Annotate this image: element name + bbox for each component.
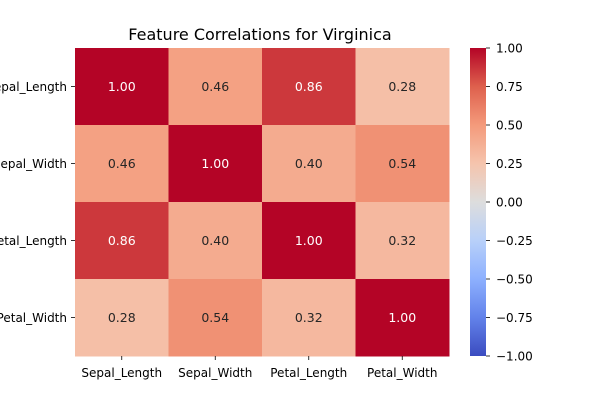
colorbar-tick-label-6: −0.50 [496,273,533,287]
heatmap-cells: 1.00 0.46 0.86 0.28 0.46 1.00 0.40 0.54 0.86 0.40… [75,48,450,357]
heatmap-cell-0-0 [75,48,169,126]
colorbar-tick-label-0: 1.00 [496,42,523,56]
colorbar-tick-label-3: 0.25 [496,157,523,171]
x-tick-label-2: Petal_Length [270,366,347,380]
heatmap-cell-2-3 [355,202,450,280]
heatmap-cell-3-1 [168,279,263,357]
x-tick-label-0: Sepal_Length [81,366,162,380]
y-tick-label-1: Sepal_Width [0,157,67,171]
cell-value-label-2-1: 0.40 [201,233,229,248]
heatmap-cell-1-2 [262,125,356,203]
heatmap-cell-1-0 [75,125,169,203]
cell-value-label-1-1: 1.00 [201,156,229,171]
cell-value-label-0-2: 0.86 [295,79,323,94]
heatmap-cell-3-2 [262,279,356,357]
y-tick-label-2: Petal_Length [0,234,67,248]
cell-value-label-3-0: 0.28 [108,310,136,325]
cell-value-label-0-3: 0.28 [388,79,416,94]
heatmap-cell-0-1 [168,48,263,126]
cell-value-label-1-3: 0.54 [388,156,416,171]
cell-value-label-0-0: 1.00 [108,79,136,94]
cell-value-label-3-1: 0.54 [201,310,229,325]
cell-value-label-3-3: 1.00 [388,310,416,325]
colorbar-gradient [470,48,486,356]
heatmap-cell-3-3 [355,279,450,357]
colorbar-tick-label-2: 0.50 [496,119,523,133]
colorbar-tick-label-4: 0.00 [496,196,523,210]
colorbar-tick-label-8: −1.00 [496,350,533,364]
y-axis-ticks: Sepal_Length Sepal_Width Petal_Length Petal… [0,80,75,325]
colorbar-tick-label-1: 0.75 [496,80,523,94]
chart-title: Feature Correlations for Virginica [128,25,391,44]
colorbar-tick-label-5: −0.25 [496,234,533,248]
cell-value-label-2-3: 0.32 [388,233,416,248]
cell-value-label-3-2: 0.32 [295,310,323,325]
heatmap-cell-3-0 [75,279,169,357]
heatmap-cell-2-1 [168,202,263,280]
cell-value-label-1-2: 0.40 [295,156,323,171]
cell-value-label-2-0: 0.86 [108,233,136,248]
colorbar: 1.00 0.75 0.50 0.25 0.00 −0.25 −0.50 −0.75 −1.00 [470,42,533,364]
cell-value-label-0-1: 0.46 [201,79,229,94]
heatmap-cell-0-3 [355,48,450,126]
y-tick-label-0: Sepal_Length [0,80,67,94]
x-axis-ticks: Sepal_Length Sepal_Width Petal_Length Petal… [81,356,437,380]
heatmap-cell-0-2 [262,48,356,126]
colorbar-ticks: 1.00 0.75 0.50 0.25 0.00 −0.25 −0.50 −0.75 −1.00 [486,42,533,364]
heatmap-cell-2-2 [262,202,356,280]
cell-value-label-1-0: 0.46 [108,156,136,171]
heatmap-cell-1-3 [355,125,450,203]
x-tick-label-1: Sepal_Width [178,366,252,380]
heatmap-cell-2-0 [75,202,169,280]
cell-value-label-2-2: 1.00 [295,233,323,248]
x-tick-label-3: Petal_Width [367,366,437,380]
colorbar-tick-label-7: −0.75 [496,311,533,325]
heatmap-cell-1-1 [168,125,263,203]
y-tick-label-3: Petal_Width [0,311,67,325]
